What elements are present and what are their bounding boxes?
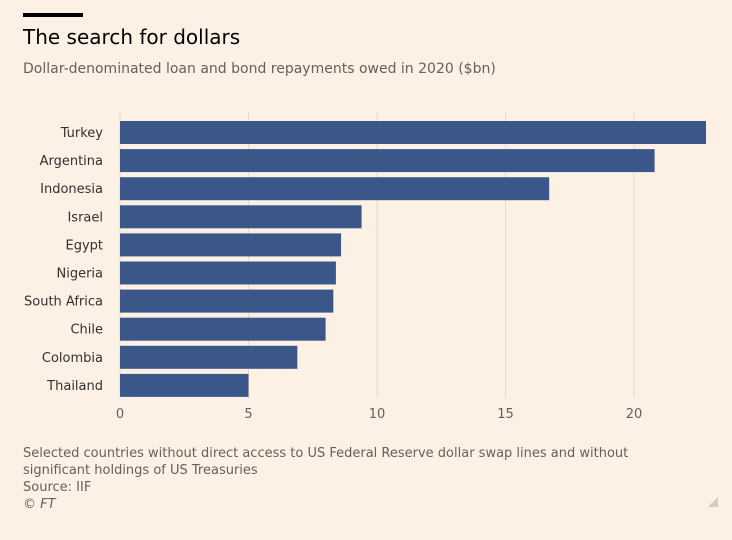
category-label-layer: Turkey Argentina Indonesia Israel Egypt Niger… bbox=[24, 126, 103, 394]
x-tick-layer: 0 5 10 15 20 bbox=[116, 407, 642, 422]
category-label: Colombia bbox=[42, 351, 103, 366]
bar-nigeria bbox=[120, 261, 336, 285]
bar-colombia bbox=[120, 345, 298, 369]
x-tick-label: 20 bbox=[626, 407, 643, 422]
bar-argentina bbox=[120, 149, 655, 173]
category-label: Argentina bbox=[40, 154, 103, 169]
x-tick-label: 5 bbox=[244, 407, 252, 422]
category-label: Nigeria bbox=[56, 267, 103, 282]
chart-subtitle: Dollar-denominated loan and bond repayme… bbox=[23, 61, 496, 77]
category-label: Israel bbox=[67, 210, 103, 225]
ft-credit: © FT bbox=[23, 497, 56, 512]
category-label: Chile bbox=[70, 323, 103, 338]
bar-south-africa bbox=[120, 289, 334, 313]
category-label: Indonesia bbox=[40, 182, 103, 197]
category-label: Thailand bbox=[46, 379, 103, 394]
category-label: Turkey bbox=[60, 126, 104, 141]
category-label: Egypt bbox=[65, 238, 103, 253]
resize-handle-icon[interactable] bbox=[708, 497, 718, 507]
category-label: South Africa bbox=[24, 295, 103, 310]
x-tick-label: 0 bbox=[116, 407, 124, 422]
bar-indonesia bbox=[120, 177, 550, 201]
bar-israel bbox=[120, 205, 362, 229]
bar-chart: Turkey Argentina Indonesia Israel Egypt Niger… bbox=[24, 112, 706, 422]
x-tick-label: 10 bbox=[369, 407, 386, 422]
x-tick-label: 15 bbox=[497, 407, 514, 422]
bar-layer bbox=[120, 121, 706, 397]
source-note: Source: IIF bbox=[23, 480, 92, 495]
bar-turkey bbox=[120, 121, 706, 144]
chart-title: The search for dollars bbox=[23, 25, 241, 49]
bar-egypt bbox=[120, 233, 342, 257]
top-rule bbox=[23, 13, 83, 17]
footnote: Selected countries without direct access… bbox=[23, 446, 629, 478]
bar-thailand bbox=[120, 373, 249, 397]
bar-chile bbox=[120, 317, 326, 341]
